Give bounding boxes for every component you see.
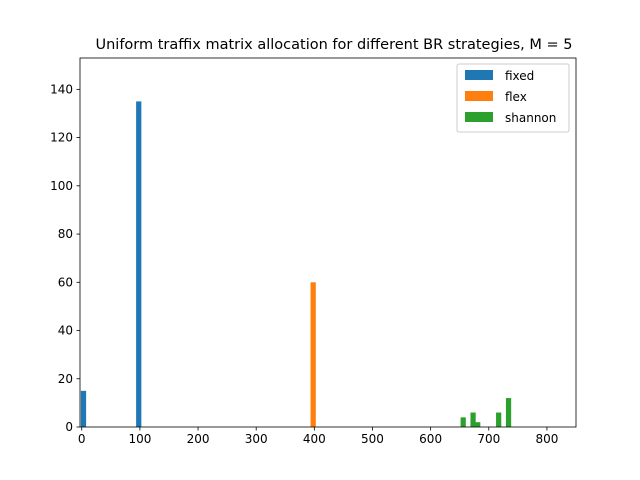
x-tick-label: 100 [128,432,151,446]
ticks-group: 0 100 200 300 400 500 600 700 800 0 20 40 60 80 100 120… [50,82,558,446]
legend-swatch-fixed [465,70,493,80]
bar-shannon-1 [470,412,476,427]
y-tick-label: 80 [58,227,73,241]
bar-shannon-4 [505,398,512,427]
bar-fixed-0 [80,390,87,427]
chart-title: Uniform traffix matrix allocation for di… [95,37,572,53]
y-tick-label: 0 [65,420,73,434]
x-tick-label: 700 [477,432,500,446]
y-tick-label: 120 [50,131,73,145]
plot-frame [79,57,577,428]
x-tick-label: 300 [245,432,268,446]
legend-swatch-flex [465,91,493,101]
x-tick-label: 400 [303,432,326,446]
x-tick-label: 600 [419,432,442,446]
bar-fixed-1 [136,101,142,427]
x-tick-label: 0 [78,432,86,446]
bar-shannon-0 [460,417,466,427]
legend-swatch-shannon [465,112,493,122]
y-tick-label: 140 [50,82,73,96]
bars-group [80,101,512,427]
y-tick-label: 20 [58,372,73,386]
y-tick-label: 40 [58,324,73,338]
bar-shannon-2 [475,422,481,427]
x-tick-label: 500 [361,432,384,446]
bar-shannon-3 [496,412,502,427]
x-tick-label: 200 [187,432,210,446]
legend-label-fixed: fixed [505,69,534,83]
legend: fixed flex shannon [456,63,570,133]
legend-label-flex: flex [505,90,527,104]
x-tick-label: 800 [535,432,558,446]
legend-label-shannon: shannon [505,111,556,125]
y-tick-label: 100 [50,179,73,193]
y-tick-label: 60 [58,275,73,289]
bar-flex-0 [310,282,316,427]
